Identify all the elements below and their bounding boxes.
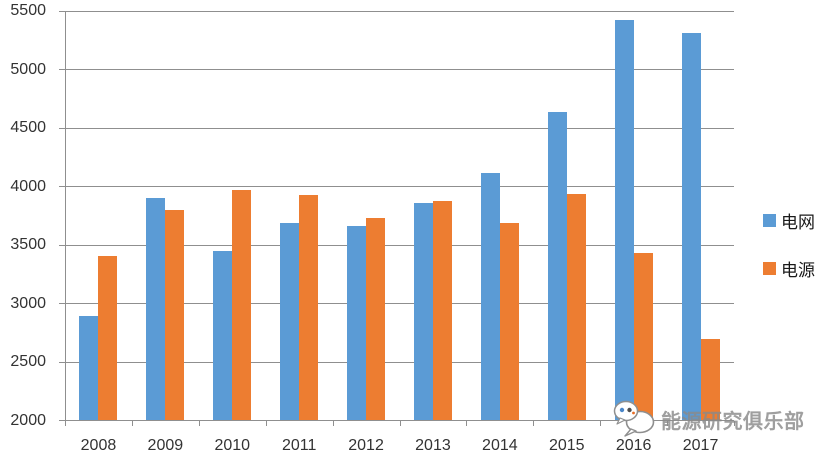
y-axis-tick — [59, 10, 65, 12]
wechat-icon — [612, 399, 658, 439]
gridline — [65, 127, 734, 129]
gridline — [65, 303, 734, 304]
bar-source-2010 — [232, 190, 252, 421]
x-axis-label: 2014 — [482, 437, 518, 454]
x-axis-label: 2012 — [348, 437, 384, 454]
bar-source-2013 — [432, 201, 452, 421]
x-axis-label: 2016 — [615, 437, 652, 454]
x-axis-label: 2017 — [682, 437, 719, 454]
x-axis-tick — [399, 420, 401, 426]
bar-grid-2011 — [280, 222, 300, 421]
gridline — [65, 361, 734, 363]
y-axis-label: 4000 — [10, 177, 46, 195]
x-axis-label: 2013 — [415, 437, 451, 454]
bar-grid-2008 — [79, 315, 99, 421]
bar-source-2015 — [566, 193, 586, 421]
bar-source-2016 — [633, 253, 653, 421]
legend-item-source: 电源 — [763, 256, 815, 281]
legend-swatch-source — [763, 262, 776, 275]
x-axis-label: 2010 — [214, 437, 251, 454]
x-axis-tick — [332, 420, 334, 426]
legend-label-grid: 电网 — [781, 213, 815, 232]
bar-source-2012 — [366, 217, 386, 421]
y-axis-label: 4500 — [10, 119, 46, 136]
bar-grid-2016 — [614, 19, 634, 421]
y-axis-line — [65, 11, 66, 421]
x-axis-tick — [198, 420, 200, 426]
bar-source-2017 — [700, 338, 720, 421]
x-axis-tick — [600, 420, 602, 426]
x-axis-tick — [65, 420, 66, 426]
y-axis-tick — [59, 127, 65, 129]
watermark-text: 能源研究俱乐部 — [661, 410, 805, 433]
x-axis-tick — [734, 420, 735, 426]
gridline — [65, 69, 734, 70]
x-axis-tick — [466, 420, 468, 426]
bar-grid-2010 — [213, 251, 233, 421]
y-axis-label: 3500 — [10, 236, 46, 253]
y-axis-label: 5500 — [10, 2, 46, 19]
x-axis-tick — [667, 420, 669, 426]
y-axis-tick — [59, 186, 65, 187]
bar-source-2009 — [165, 209, 185, 421]
legend-item-grid: 电网 — [763, 208, 815, 233]
bar-grid-2012 — [347, 226, 367, 421]
x-axis-tick — [131, 420, 133, 426]
x-axis-label: 2011 — [281, 437, 317, 454]
gridline — [65, 244, 734, 246]
y-axis-tick — [59, 361, 65, 363]
bar-grid-2015 — [547, 111, 567, 421]
bar-grid-2013 — [413, 203, 433, 421]
bar-source-2014 — [499, 223, 519, 421]
legend-swatch-grid — [763, 214, 776, 227]
bar-grid-2014 — [480, 172, 500, 421]
y-axis-label: 5000 — [10, 60, 46, 78]
x-axis-label: 2008 — [80, 437, 117, 454]
y-axis-tick — [59, 244, 65, 246]
bar-source-2011 — [299, 194, 319, 421]
y-axis-tick — [59, 303, 65, 304]
y-axis-label: 2000 — [10, 411, 46, 429]
y-axis-label: 2500 — [10, 353, 46, 370]
gridline — [65, 186, 734, 187]
x-axis-tick — [265, 420, 267, 426]
legend-label-source: 电源 — [781, 261, 815, 280]
bar-source-2008 — [98, 255, 118, 421]
y-axis-label: 3000 — [10, 294, 46, 312]
x-axis-tick — [533, 420, 535, 426]
x-axis-label: 2009 — [147, 437, 184, 454]
y-axis-tick — [59, 420, 65, 421]
x-axis-label: 2015 — [548, 437, 585, 454]
watermark: 能源研究俱乐部 — [612, 399, 805, 439]
bar-grid-2009 — [146, 198, 166, 421]
bar-grid-2017 — [681, 32, 701, 421]
chart-legend: 电网 电源 — [763, 208, 815, 281]
y-axis-tick — [59, 69, 65, 70]
gridline — [65, 10, 734, 12]
